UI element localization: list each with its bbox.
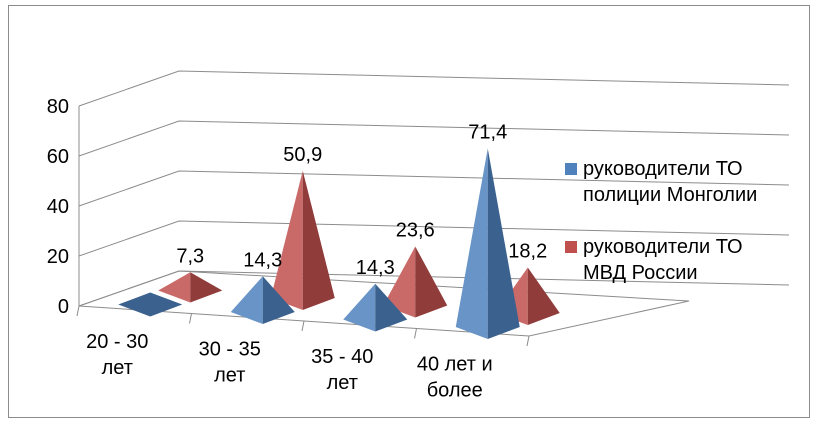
- x-tick-label-2-0: 35 - 40: [311, 346, 373, 368]
- x-tick-label-3-0: 40 лет и: [417, 353, 493, 375]
- pyramid-0-2-left-face: [343, 283, 376, 332]
- gridline-20: [78, 220, 790, 257]
- gridline-40: [78, 170, 790, 207]
- gridline-80: [78, 70, 790, 107]
- x-tick-3: [414, 328, 417, 339]
- pyramid-0-3-left-face: [455, 148, 488, 339]
- legend-item-mongolia: руководители ТО полиции Монголии: [565, 156, 815, 208]
- y-tick-label-60: 60: [47, 146, 69, 168]
- gridline-60: [78, 120, 790, 157]
- chart-plot: 0 20 40 60 80 20 - 30 лет 30 - 35 лет 35 - 40 лет 4…: [47, 70, 790, 401]
- pyramid-0-3-right-face: [487, 148, 520, 339]
- y-tick-label-0: 0: [58, 296, 69, 318]
- legend-swatch-mongolia: [565, 163, 577, 175]
- data-label-0-2: 14,3: [356, 257, 395, 279]
- pyramid-0-2-right-face: [375, 283, 408, 332]
- data-label-1-0: 7,3: [176, 245, 204, 267]
- data-label-1-2: 23,6: [396, 220, 435, 242]
- legend-label-mongolia: руководители ТО полиции Монголии: [583, 158, 758, 206]
- pyramid-1-2-right-face: [415, 246, 448, 318]
- pyramid-0-1-left-face: [230, 276, 263, 324]
- chart-frame: 0 20 40 60 80 20 - 30 лет 30 - 35 лет 35 - 40 лет 4…: [8, 5, 810, 418]
- x-tick-label-1-1: лет: [214, 364, 245, 386]
- x-tick-label-1-0: 30 - 35: [199, 338, 261, 360]
- legend-swatch-russia: [565, 241, 577, 253]
- pyramid-1-1-right-face: [302, 170, 335, 310]
- y-tick-label-80: 80: [47, 96, 69, 118]
- x-tick-1: [189, 313, 192, 324]
- pyramid-1-0-left-face: [158, 272, 191, 303]
- pyramid-0-0-base: [118, 292, 183, 317]
- x-tick-label-0-1: лет: [102, 357, 133, 379]
- x-tick-label-0-0: 20 - 30: [86, 331, 148, 353]
- pyramid-1-2-left-face: [383, 246, 416, 318]
- x-tick-0: [76, 305, 80, 317]
- y-tick-label-40: 40: [47, 196, 69, 218]
- pyramid-1-1-left-face: [270, 170, 303, 310]
- x-tick-label-2-1: лет: [327, 372, 358, 394]
- pyramid-1-0-right-face: [190, 272, 223, 303]
- data-label-0-3: 71,4: [468, 122, 507, 144]
- legend-label-russia: руководители ТО МВД России: [583, 236, 743, 284]
- x-tick-label-3-1: более: [427, 379, 483, 401]
- data-label-1-3: 18,2: [508, 241, 547, 263]
- legend: руководители ТО полиции Монголии руководи…: [565, 156, 815, 312]
- x-tick-2: [301, 320, 305, 332]
- data-label-1-1: 50,9: [283, 144, 322, 166]
- pyramid-1-3-right-face: [527, 267, 560, 325]
- data-label-0-1: 14,3: [243, 249, 282, 271]
- pyramid-0-1-right-face: [262, 276, 295, 324]
- y-tick-label-20: 20: [47, 246, 69, 268]
- x-tick-4: [526, 335, 530, 347]
- legend-item-russia: руководители ТО МВД России: [565, 234, 815, 286]
